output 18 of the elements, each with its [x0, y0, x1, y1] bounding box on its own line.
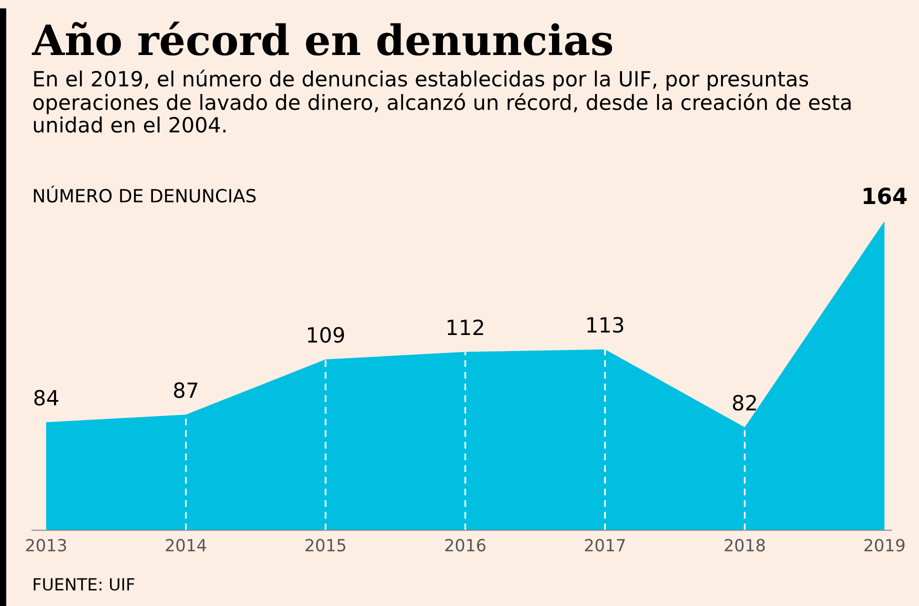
x-tick-label: 2017 — [585, 538, 625, 552]
x-tick-label: 2013 — [26, 538, 66, 552]
data-label: 82 — [732, 394, 756, 411]
x-tick-label: 2015 — [306, 538, 346, 552]
data-label: 113 — [587, 316, 624, 333]
annotation: FUENTE: UIF — [34, 578, 134, 591]
data-label: 112 — [448, 319, 484, 335]
x-tick-label: 2016 — [445, 538, 486, 552]
data-label: 109 — [308, 327, 344, 343]
x-tick-label: 2018 — [724, 538, 765, 552]
data-label: 164 — [864, 188, 907, 204]
x-tick-label: 2019 — [864, 538, 904, 552]
chart-subtitle: En el 2019, el número de denuncias establecidas por la UIF, por presuntas operaciones de lavado de dinero, alcanzó un récord, desde la creación de esta unidad en el 2004. — [33, 70, 851, 133]
y-axis-title: NÚMERO DE DENUNCIAS — [34, 186, 256, 203]
chart-title: Año récord en denuncias — [32, 22, 612, 56]
data-label: 87 — [174, 382, 198, 398]
data-label: 84 — [34, 390, 58, 406]
x-tick-label: 2014 — [166, 538, 206, 552]
